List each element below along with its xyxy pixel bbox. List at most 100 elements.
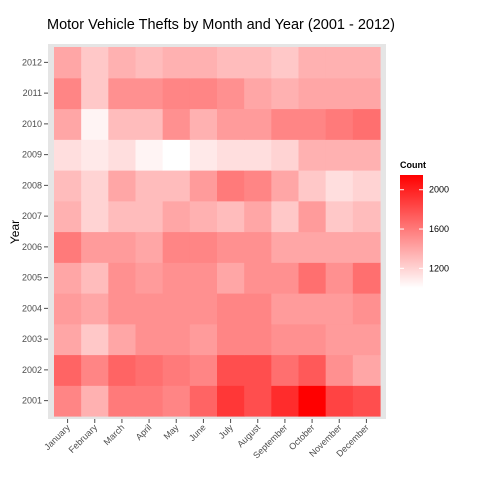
heatmap-cell	[217, 77, 245, 110]
y-tick-label: 2001	[22, 396, 42, 406]
heatmap-cell	[244, 77, 272, 110]
y-tick-label: 2006	[22, 242, 42, 252]
heatmap-cell	[135, 47, 164, 79]
heatmap-cell	[81, 293, 109, 325]
heatmap-cell	[325, 354, 354, 386]
heatmap-cell	[352, 108, 381, 140]
x-tick-label: February	[67, 422, 100, 455]
heatmap-cell	[162, 385, 191, 417]
heatmap-cell	[108, 262, 137, 294]
heatmap-cell	[162, 323, 191, 356]
heatmap-cell	[271, 293, 300, 325]
legend-color-bar	[400, 175, 423, 288]
heatmap-cell	[244, 47, 272, 79]
heatmap-cell	[108, 77, 137, 110]
heatmap-cell	[271, 323, 300, 356]
y-tick-label: 2005	[22, 273, 42, 283]
heatmap-cell	[81, 231, 109, 263]
heatmap-cell	[217, 200, 245, 233]
heatmap-cell	[162, 293, 191, 325]
heatmap-cell	[271, 170, 300, 202]
heatmap-cell	[217, 385, 245, 417]
heatmap-cell	[108, 108, 137, 140]
heatmap-cell	[271, 47, 300, 79]
heatmap-cell	[217, 323, 245, 356]
heatmap-cell	[325, 200, 354, 233]
heatmap-cell	[81, 385, 109, 417]
heatmap-cell	[244, 139, 272, 171]
legend-ticks: 1200 1600 2000	[400, 185, 449, 273]
heatmap-cell	[325, 77, 354, 110]
heatmap-cell	[54, 262, 82, 294]
x-tick-label: July	[217, 422, 236, 441]
x-tick-label: May	[162, 422, 181, 441]
heatmap-cell	[217, 262, 245, 294]
heatmap-cell	[244, 323, 272, 356]
heatmap-cell	[352, 231, 381, 263]
heatmap-cell	[298, 385, 327, 417]
heatmap-cell	[162, 47, 191, 79]
heatmap-cell	[352, 200, 381, 233]
heatmap-cell	[81, 262, 109, 294]
legend-tick-label: 1200	[429, 263, 449, 273]
heatmap-cell	[162, 354, 191, 386]
heatmap-cell	[352, 323, 381, 356]
heatmap-cell	[217, 231, 245, 263]
heatmap-cell	[54, 47, 82, 79]
heatmap-cell	[189, 323, 218, 356]
heatmap-cell	[217, 47, 245, 79]
heatmap-cell	[189, 47, 218, 79]
heatmap-cell	[189, 139, 218, 171]
heatmap-cell	[54, 385, 82, 417]
heatmap-cell	[135, 170, 164, 202]
heatmap-cell	[135, 262, 164, 294]
heatmap-cell	[325, 293, 354, 325]
heatmap-cell	[108, 170, 137, 202]
heatmap-cell	[135, 354, 164, 386]
heatmap-cell	[298, 323, 327, 356]
heatmap-cell	[189, 200, 218, 233]
heatmap-cell	[298, 293, 327, 325]
heatmap-cell	[81, 354, 109, 386]
heatmap-cell	[271, 354, 300, 386]
heatmap-cell	[162, 262, 191, 294]
heatmap-cell	[54, 231, 82, 263]
heatmap-cell	[298, 139, 327, 171]
heatmap-cell	[244, 262, 272, 294]
heatmap-cell	[352, 262, 381, 294]
heatmap-cell	[244, 108, 272, 140]
heatmap-cell	[271, 262, 300, 294]
heatmap-cell	[352, 77, 381, 110]
heatmap-cell	[135, 385, 164, 417]
heatmap-cell	[217, 354, 245, 386]
heatmap-cell	[81, 170, 109, 202]
y-tick-label: 2007	[22, 211, 42, 221]
heatmap-cell	[298, 200, 327, 233]
heatmap-cell	[298, 47, 327, 79]
heatmap-cell	[189, 354, 218, 386]
heatmap-cell	[54, 323, 82, 356]
heatmap-cell	[271, 385, 300, 417]
heatmap-cell	[108, 293, 137, 325]
heatmap-cell	[108, 323, 137, 356]
heatmap-cell	[135, 108, 164, 140]
heatmap-cell	[271, 200, 300, 233]
y-tick-label: 2011	[23, 88, 42, 98]
heatmap-cell	[162, 108, 191, 140]
heatmap-cell	[135, 231, 164, 263]
y-tick-label: 2012	[22, 57, 42, 67]
x-tick-label: June	[187, 422, 208, 443]
heatmap-cell	[54, 170, 82, 202]
legend-tick-label: 1600	[429, 224, 449, 234]
heatmap-cell	[271, 231, 300, 263]
heatmap-cell	[162, 200, 191, 233]
heatmap-cell	[189, 170, 218, 202]
heatmap-cell	[162, 170, 191, 202]
y-tick-label: 2008	[22, 180, 42, 190]
heatmap-cell	[244, 354, 272, 386]
heatmap-cell	[189, 293, 218, 325]
heatmap-cell	[81, 77, 109, 110]
heatmap-cell	[325, 170, 354, 202]
heatmap-cell	[162, 139, 191, 171]
